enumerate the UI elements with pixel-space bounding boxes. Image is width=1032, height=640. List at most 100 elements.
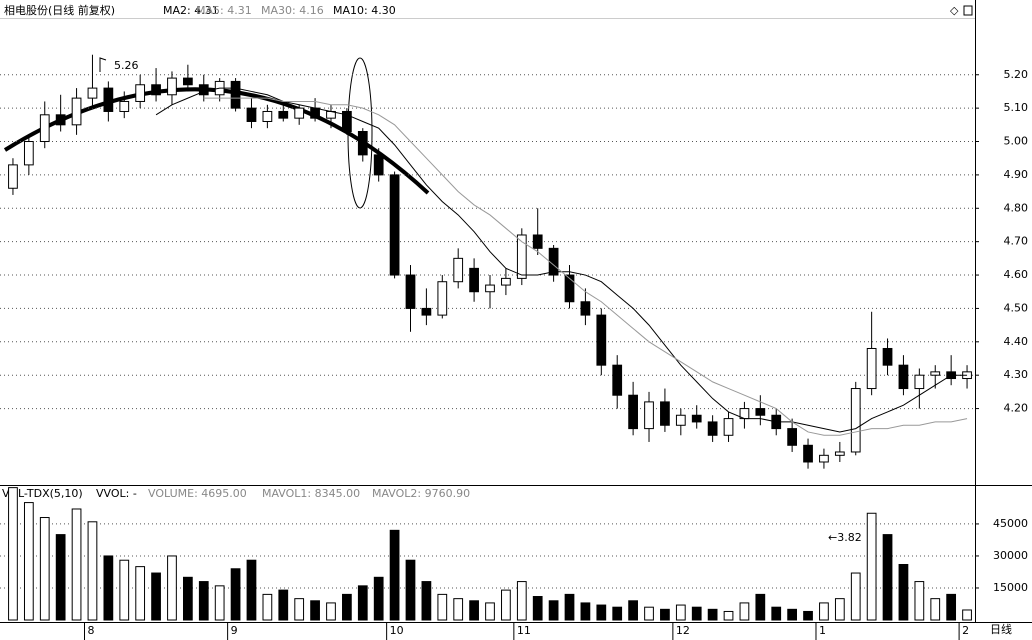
volume-bar: [373, 576, 384, 621]
volume-bar: [294, 598, 305, 621]
candle-body: [342, 110, 352, 132]
volume-bar: [103, 555, 114, 621]
volume-bar: [8, 487, 18, 621]
volume-bar: [675, 604, 686, 621]
candle-body: [230, 80, 241, 109]
volume-bar: [739, 602, 750, 621]
volume-bar: [167, 555, 177, 621]
volume-bar: [771, 606, 782, 621]
y-tick-label: 4.30: [1004, 368, 1029, 381]
volume-bar: [182, 576, 193, 621]
candle-body: [246, 107, 257, 122]
ma-line: [203, 97, 968, 436]
candle-body: [119, 100, 130, 112]
candle-body: [755, 408, 766, 416]
annotation: 5.26: [114, 59, 139, 72]
y-tick-label: 4.70: [1004, 235, 1029, 248]
x-axis-label: 日线: [990, 622, 1012, 636]
volume-bar: [198, 581, 209, 621]
y-tick-label: 5.20: [1004, 68, 1029, 81]
candle-body: [39, 114, 50, 143]
volume-bar: [389, 529, 400, 621]
volume-bar: [246, 559, 257, 621]
indicator: MA30: 4.16: [261, 4, 324, 17]
volume-bar: [71, 508, 82, 621]
volume-bar: [962, 609, 972, 621]
candle-body: [834, 451, 845, 456]
candle-body: [103, 87, 114, 112]
volume-bar: [898, 563, 909, 621]
candle-body: [596, 314, 607, 366]
candle-body: [198, 84, 209, 96]
candle-body: [437, 281, 448, 316]
indicator: MA10: 4.30: [333, 4, 396, 17]
volume-bar: [564, 593, 575, 621]
y-tick-label: 45000: [993, 517, 1028, 530]
chart-title: 相电股份(日线 前复权): [4, 3, 115, 17]
volume-bar: [421, 581, 432, 621]
y-tick-label: 4.60: [1004, 268, 1029, 281]
x-tick-label: 1: [819, 624, 826, 637]
indicator: VVOL: -: [96, 487, 137, 500]
volume-bar: [55, 534, 66, 621]
candle-body: [691, 414, 702, 423]
candle-body: [628, 394, 638, 430]
volume-bar: [87, 521, 98, 621]
volume-bar: [516, 581, 527, 621]
y-tick-label: 4.80: [1004, 201, 1029, 214]
candle-body: [87, 87, 98, 99]
volume-bar: [707, 608, 718, 621]
volume-bar: [469, 600, 479, 621]
candle-body: [405, 274, 416, 309]
candle-body: [564, 274, 575, 303]
volume-bar: [453, 598, 464, 621]
volume-bar: [405, 559, 416, 621]
y-tick-label: 5.00: [1004, 135, 1029, 148]
candle-body: [389, 174, 400, 276]
volume-bar: [23, 502, 34, 621]
volume-bar: [326, 602, 336, 621]
y-tick-label: 5.10: [1004, 101, 1029, 114]
candle-body: [182, 77, 193, 86]
candle-body: [850, 388, 861, 453]
x-tick-label: 9: [231, 624, 238, 637]
annotation-flag: [99, 57, 107, 72]
candle-body: [373, 154, 384, 176]
volume-bar: [39, 517, 50, 621]
candle-body: [151, 84, 161, 96]
candle-body: [71, 97, 82, 126]
candle-body: [866, 347, 877, 390]
candle-body: [8, 164, 18, 189]
candle-body: [644, 401, 654, 430]
volume-bar: [755, 593, 766, 621]
indicator: MAVOL1: 8345.00: [262, 487, 360, 500]
y-tick-label: 4.50: [1004, 301, 1029, 314]
volume-bar: [660, 608, 670, 621]
volume-bar: [819, 602, 829, 621]
volume-title: VOL-TDX(5,10): [2, 487, 83, 500]
indicator: VOLUME: 4695.00: [148, 487, 247, 500]
candle-body: [675, 414, 686, 426]
volume-bar: [214, 585, 225, 621]
volume-bar: [135, 566, 146, 621]
y-tick-label: 4.20: [1004, 402, 1029, 415]
volume-bar: [342, 593, 352, 621]
icon[interactable]: [963, 5, 973, 16]
candle-body: [294, 107, 305, 119]
candle-body: [135, 84, 146, 102]
candle-body: [167, 77, 177, 96]
candle-body: [660, 401, 670, 426]
volume-bar: [612, 606, 623, 621]
volume-bar: [834, 598, 845, 621]
candle-body: [914, 374, 925, 390]
volume-bar: [501, 589, 511, 621]
candle-body: [882, 347, 893, 366]
x-tick-label: 12: [676, 624, 690, 637]
icon[interactable]: ◇: [950, 4, 959, 17]
volume-bar: [946, 593, 957, 621]
x-tick-label: 2: [962, 624, 969, 637]
y-tick-label: 15000: [993, 581, 1028, 594]
volume-bar: [644, 606, 654, 621]
volume-bar: [866, 512, 877, 621]
